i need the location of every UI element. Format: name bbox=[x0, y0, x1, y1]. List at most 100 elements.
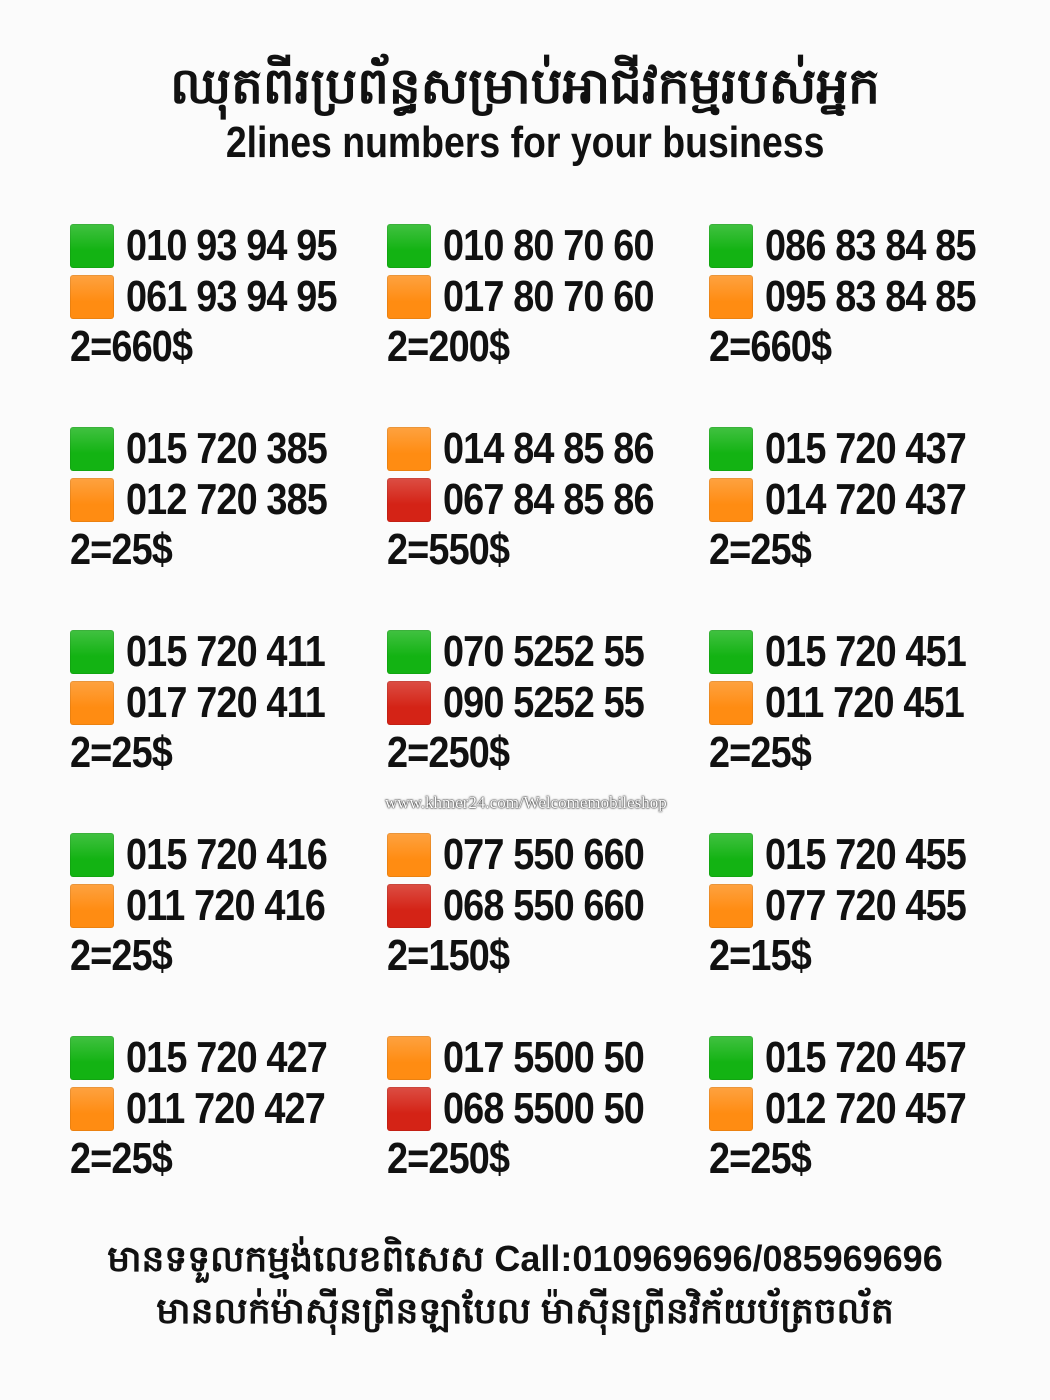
price-label: 2=150$ bbox=[387, 931, 510, 980]
phone-number: 012 720 457 bbox=[765, 1084, 967, 1133]
phone-number: 015 720 427 bbox=[126, 1033, 328, 1082]
green-square-icon bbox=[70, 630, 114, 674]
number-pair-group: 010 80 70 60 017 80 70 60 2=200$ bbox=[387, 221, 707, 392]
phone-number: 015 720 411 bbox=[126, 627, 326, 676]
phone-number: 012 720 385 bbox=[126, 475, 328, 524]
phone-line: 086 83 84 85 bbox=[709, 221, 1010, 270]
orange-square-icon bbox=[709, 275, 753, 319]
green-square-icon bbox=[70, 1036, 114, 1080]
phone-number: 077 720 455 bbox=[765, 881, 967, 930]
orange-square-icon bbox=[709, 884, 753, 928]
phone-number: 068 550 660 bbox=[443, 881, 645, 930]
phone-number: 015 720 455 bbox=[765, 830, 967, 879]
phone-line: 095 83 84 85 bbox=[709, 272, 1010, 321]
number-pair-group: 015 720 437 014 720 437 2=25$ bbox=[709, 424, 1029, 595]
phone-number: 070 5252 55 bbox=[443, 627, 645, 676]
phone-line: 011 720 416 bbox=[70, 881, 357, 930]
orange-square-icon bbox=[387, 427, 431, 471]
price-label: 2=25$ bbox=[709, 728, 812, 777]
red-square-icon bbox=[387, 884, 431, 928]
phone-number: 017 720 411 bbox=[126, 678, 326, 727]
price-label: 2=25$ bbox=[70, 1134, 173, 1183]
phone-line: 011 720 451 bbox=[709, 678, 996, 727]
red-square-icon bbox=[387, 478, 431, 522]
phone-line: 010 93 94 95 bbox=[70, 221, 371, 270]
number-pair-group: 015 720 455 077 720 455 2=15$ bbox=[709, 830, 1029, 1001]
price-label: 2=200$ bbox=[387, 322, 510, 371]
number-pair-group: 015 720 457 012 720 457 2=25$ bbox=[709, 1033, 1029, 1204]
number-pair-group: 070 5252 55 090 5252 55 2=250$ bbox=[387, 627, 707, 798]
number-pair-group: 015 720 416 011 720 416 2=25$ bbox=[70, 830, 390, 1001]
footer-line-1: មានទទួលកម្មង់លេខពិសេស Call:010969696/085… bbox=[107, 1238, 943, 1279]
phone-number: 090 5252 55 bbox=[443, 678, 645, 727]
phone-line: 068 5500 50 bbox=[387, 1084, 677, 1133]
orange-square-icon bbox=[70, 275, 114, 319]
number-pair-group: 014 84 85 86 067 84 85 86 2=550$ bbox=[387, 424, 707, 595]
phone-number: 011 720 427 bbox=[126, 1084, 326, 1133]
phone-number: 077 550 660 bbox=[443, 830, 645, 879]
phone-line: 017 80 70 60 bbox=[387, 272, 688, 321]
phone-line: 011 720 427 bbox=[70, 1084, 357, 1133]
green-square-icon bbox=[70, 833, 114, 877]
phone-line: 068 550 660 bbox=[387, 881, 677, 930]
orange-square-icon bbox=[387, 1036, 431, 1080]
phone-number: 015 720 385 bbox=[126, 424, 328, 473]
phone-number: 014 84 85 86 bbox=[443, 424, 654, 473]
phone-number: 095 83 84 85 bbox=[765, 272, 976, 321]
price-label: 2=660$ bbox=[709, 322, 832, 371]
title-khmer: ឈុតពីរប្រព័ន្ធសម្រាប់អាជីវកម្មរបស់អ្នក bbox=[170, 58, 880, 114]
red-square-icon bbox=[387, 1087, 431, 1131]
orange-square-icon bbox=[709, 681, 753, 725]
green-square-icon bbox=[387, 224, 431, 268]
number-pair-group: 015 720 385 012 720 385 2=25$ bbox=[70, 424, 390, 595]
price-label: 2=25$ bbox=[709, 1134, 812, 1183]
green-square-icon bbox=[709, 833, 753, 877]
green-square-icon bbox=[709, 1036, 753, 1080]
green-square-icon bbox=[709, 427, 753, 471]
orange-square-icon bbox=[70, 884, 114, 928]
phone-number: 010 93 94 95 bbox=[126, 221, 337, 270]
orange-square-icon bbox=[387, 275, 431, 319]
phone-number: 011 720 416 bbox=[126, 881, 326, 930]
green-square-icon bbox=[709, 224, 753, 268]
orange-square-icon bbox=[70, 478, 114, 522]
phone-number: 086 83 84 85 bbox=[765, 221, 976, 270]
price-label: 2=15$ bbox=[709, 931, 812, 980]
phone-line: 012 720 385 bbox=[70, 475, 360, 524]
phone-number: 015 720 416 bbox=[126, 830, 328, 879]
orange-square-icon bbox=[387, 833, 431, 877]
phone-line: 015 720 416 bbox=[70, 830, 360, 879]
phone-number: 014 720 437 bbox=[765, 475, 967, 524]
phone-number: 010 80 70 60 bbox=[443, 221, 654, 270]
number-pair-group: 086 83 84 85 095 83 84 85 2=660$ bbox=[709, 221, 1029, 392]
phone-line: 077 550 660 bbox=[387, 830, 677, 879]
footer-line-2: មានលក់ម៉ាស៊ីនព្រីនឡាបែល ម៉ាស៊ីនព្រីនវិក័… bbox=[156, 1290, 894, 1331]
orange-square-icon bbox=[709, 478, 753, 522]
phone-line: 070 5252 55 bbox=[387, 627, 677, 676]
number-pair-group: 017 5500 50 068 5500 50 2=250$ bbox=[387, 1033, 707, 1204]
orange-square-icon bbox=[70, 1087, 114, 1131]
orange-square-icon bbox=[709, 1087, 753, 1131]
phone-line: 015 720 385 bbox=[70, 424, 360, 473]
orange-square-icon bbox=[70, 681, 114, 725]
watermark: www.khmer24.com/Welcomemobileshop bbox=[385, 793, 667, 812]
price-label: 2=660$ bbox=[70, 322, 193, 371]
price-label: 2=250$ bbox=[387, 1134, 510, 1183]
price-label: 2=25$ bbox=[70, 931, 173, 980]
phone-line: 061 93 94 95 bbox=[70, 272, 371, 321]
phone-number: 017 80 70 60 bbox=[443, 272, 654, 321]
phone-line: 077 720 455 bbox=[709, 881, 999, 930]
number-pair-group: 015 720 427 011 720 427 2=25$ bbox=[70, 1033, 390, 1204]
phone-line: 015 720 437 bbox=[709, 424, 999, 473]
green-square-icon bbox=[709, 630, 753, 674]
number-pair-group: 015 720 451 011 720 451 2=25$ bbox=[709, 627, 1029, 798]
phone-line: 090 5252 55 bbox=[387, 678, 677, 727]
phone-number: 015 720 457 bbox=[765, 1033, 967, 1082]
phone-number: 015 720 451 bbox=[765, 627, 967, 676]
phone-line: 067 84 85 86 bbox=[387, 475, 688, 524]
phone-line: 015 720 427 bbox=[70, 1033, 360, 1082]
red-square-icon bbox=[387, 681, 431, 725]
price-label: 2=550$ bbox=[387, 525, 510, 574]
phone-number: 017 5500 50 bbox=[443, 1033, 645, 1082]
phone-line: 012 720 457 bbox=[709, 1084, 999, 1133]
